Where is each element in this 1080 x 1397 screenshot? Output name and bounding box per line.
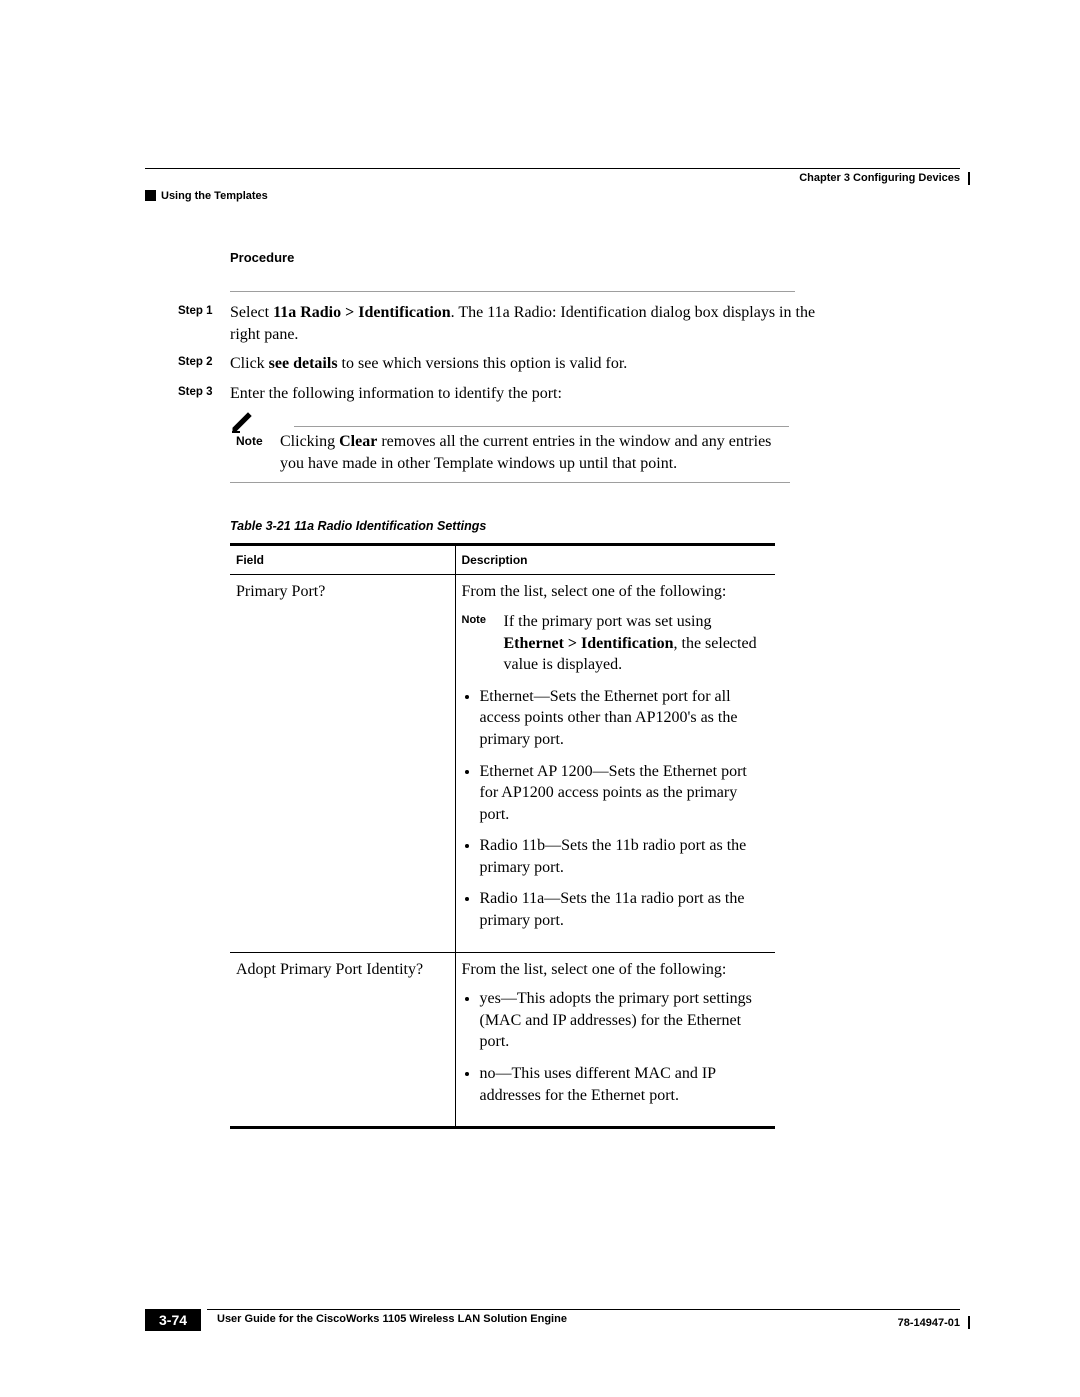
row2-intro: From the list, select one of the followi… [462, 959, 768, 981]
row1-note-body: If the primary port was set using Ethern… [504, 611, 768, 676]
footer-rule [207, 1309, 960, 1310]
step-body: Click see details to see which versions … [230, 353, 832, 375]
note-top-rule [294, 426, 789, 427]
step1-pre: Select [230, 304, 273, 321]
section-square-icon [145, 190, 156, 201]
table-header-row: Field Description [230, 545, 775, 575]
row1-note-pre: If the primary port was set using [504, 613, 712, 630]
procedure-heading: Procedure [230, 250, 960, 265]
step3-text: Enter the following information to ident… [230, 385, 562, 402]
step-1: Step 1 Select 11a Radio > Identification… [230, 302, 832, 345]
th-field: Field [230, 545, 455, 575]
note-block: Note Clicking Clear removes all the curr… [230, 410, 832, 483]
section-label: Using the Templates [161, 190, 268, 202]
cell-desc: From the list, select one of the followi… [455, 575, 775, 952]
footer: User Guide for the CiscoWorks 1105 Wirel… [145, 1309, 960, 1325]
list-item: no—This uses different MAC and IP addres… [480, 1063, 768, 1106]
step-label: Step 3 [178, 383, 230, 483]
procedure-top-rule [230, 291, 795, 292]
row1-intro: From the list, select one of the followi… [462, 581, 768, 603]
cell-field: Adopt Primary Port Identity? [230, 952, 455, 1128]
step1-bold: 11a Radio > Identification [273, 304, 451, 321]
step2-pre: Click [230, 355, 269, 372]
content-area: Procedure Step 1 Select 11a Radio > Iden… [230, 250, 960, 1129]
list-item: Ethernet AP 1200—Sets the Ethernet port … [480, 761, 768, 826]
note-pre: Clicking [280, 433, 339, 450]
header-rule [145, 168, 960, 169]
list-item: yes—This adopts the primary port setting… [480, 988, 768, 1053]
footer-bar-icon [968, 1316, 970, 1329]
table-row: Primary Port? From the list, select one … [230, 575, 775, 952]
step-label: Step 1 [178, 302, 230, 345]
steps-list: Step 1 Select 11a Radio > Identification… [230, 302, 832, 483]
note-bold: Clear [339, 433, 377, 450]
header-bar-icon [968, 172, 970, 185]
list-item: Radio 11a—Sets the 11a radio port as the… [480, 888, 768, 931]
row2-options: yes—This adopts the primary port setting… [462, 988, 768, 1106]
cell-field: Primary Port? [230, 575, 455, 952]
step-2: Step 2 Click see details to see which ve… [230, 353, 832, 375]
table-caption: Table 3-21 11a Radio Identification Sett… [230, 519, 960, 533]
step-3: Step 3 Enter the following information t… [230, 383, 832, 483]
doc-number: 78-14947-01 [898, 1317, 960, 1329]
list-item: Ethernet—Sets the Ethernet port for all … [480, 686, 768, 751]
page: Chapter 3 Configuring Devices Using the … [0, 0, 1080, 1397]
step2-post: to see which versions this option is val… [338, 355, 628, 372]
step-body: Select 11a Radio > Identification. The 1… [230, 302, 832, 345]
chapter-label: Chapter 3 Configuring Devices [799, 172, 960, 184]
list-item: Radio 11b—Sets the 11b radio port as the… [480, 835, 768, 878]
row1-options: Ethernet—Sets the Ethernet port for all … [462, 686, 768, 932]
row1-note-label: Note [462, 611, 504, 676]
th-desc: Description [455, 545, 775, 575]
footer-title: User Guide for the CiscoWorks 1105 Wirel… [217, 1313, 960, 1325]
page-number-tab: 3-74 [145, 1309, 201, 1331]
step2-bold: see details [269, 355, 338, 372]
note-label: Note [230, 431, 280, 474]
note-body: Clicking Clear removes all the current e… [280, 431, 785, 474]
running-header: Chapter 3 Configuring Devices Using the … [145, 168, 960, 192]
note-bottom-rule [230, 482, 790, 483]
settings-table: Field Description Primary Port? From the… [230, 543, 775, 1129]
step-body: Enter the following information to ident… [230, 383, 832, 483]
row1-note: Note If the primary port was set using E… [462, 611, 768, 676]
table-row: Adopt Primary Port Identity? From the li… [230, 952, 775, 1128]
cell-desc: From the list, select one of the followi… [455, 952, 775, 1128]
row1-note-bold: Ethernet > Identification [504, 635, 674, 652]
step-label: Step 2 [178, 353, 230, 375]
